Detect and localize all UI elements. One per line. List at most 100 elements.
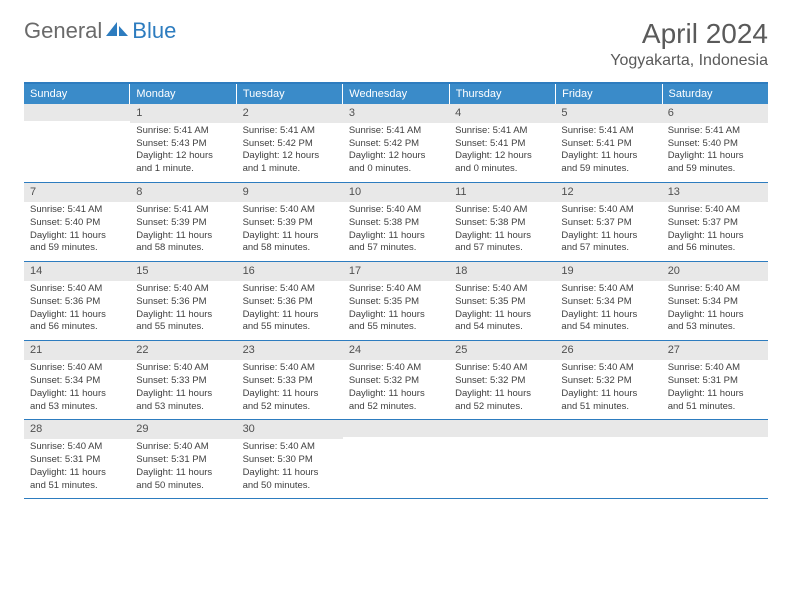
day-number: 16 xyxy=(237,262,343,281)
day-cell: 7Sunrise: 5:41 AMSunset: 5:40 PMDaylight… xyxy=(24,183,130,261)
day-body: Sunrise: 5:40 AMSunset: 5:31 PMDaylight:… xyxy=(130,439,236,498)
day-number: 24 xyxy=(343,341,449,360)
day-number: 10 xyxy=(343,183,449,202)
sunrise-text: Sunrise: 5:41 AM xyxy=(30,204,124,217)
day-cell xyxy=(449,420,555,498)
day-number: 18 xyxy=(449,262,555,281)
sunset-text: Sunset: 5:37 PM xyxy=(668,217,762,230)
day-body: Sunrise: 5:40 AMSunset: 5:34 PMDaylight:… xyxy=(662,281,768,340)
sunrise-text: Sunrise: 5:41 AM xyxy=(455,125,549,138)
day-cell: 22Sunrise: 5:40 AMSunset: 5:33 PMDayligh… xyxy=(130,341,236,419)
sunrise-text: Sunrise: 5:40 AM xyxy=(30,283,124,296)
daylight-text: Daylight: 11 hours and 56 minutes. xyxy=(668,230,762,256)
sunset-text: Sunset: 5:38 PM xyxy=(455,217,549,230)
sunrise-text: Sunrise: 5:40 AM xyxy=(30,362,124,375)
day-number: 30 xyxy=(237,420,343,439)
sunrise-text: Sunrise: 5:40 AM xyxy=(455,204,549,217)
day-body: Sunrise: 5:40 AMSunset: 5:37 PMDaylight:… xyxy=(662,202,768,261)
day-body: Sunrise: 5:40 AMSunset: 5:35 PMDaylight:… xyxy=(343,281,449,340)
sunset-text: Sunset: 5:41 PM xyxy=(455,138,549,151)
daylight-text: Daylight: 11 hours and 50 minutes. xyxy=(243,467,337,493)
week-row: 28Sunrise: 5:40 AMSunset: 5:31 PMDayligh… xyxy=(24,420,768,499)
sunset-text: Sunset: 5:32 PM xyxy=(561,375,655,388)
day-cell: 21Sunrise: 5:40 AMSunset: 5:34 PMDayligh… xyxy=(24,341,130,419)
week-row: 14Sunrise: 5:40 AMSunset: 5:36 PMDayligh… xyxy=(24,262,768,341)
day-body: Sunrise: 5:40 AMSunset: 5:32 PMDaylight:… xyxy=(343,360,449,419)
day-cell: 3Sunrise: 5:41 AMSunset: 5:42 PMDaylight… xyxy=(343,104,449,182)
day-number: 4 xyxy=(449,104,555,123)
sunset-text: Sunset: 5:35 PM xyxy=(349,296,443,309)
daylight-text: Daylight: 12 hours and 0 minutes. xyxy=(349,150,443,176)
sunrise-text: Sunrise: 5:40 AM xyxy=(30,441,124,454)
dow-cell: Friday xyxy=(556,84,662,104)
day-number: 25 xyxy=(449,341,555,360)
day-number: 27 xyxy=(662,341,768,360)
day-cell: 6Sunrise: 5:41 AMSunset: 5:40 PMDaylight… xyxy=(662,104,768,182)
sunset-text: Sunset: 5:32 PM xyxy=(349,375,443,388)
day-cell: 16Sunrise: 5:40 AMSunset: 5:36 PMDayligh… xyxy=(237,262,343,340)
sunset-text: Sunset: 5:38 PM xyxy=(349,217,443,230)
sunrise-text: Sunrise: 5:40 AM xyxy=(349,204,443,217)
day-body: Sunrise: 5:40 AMSunset: 5:30 PMDaylight:… xyxy=(237,439,343,498)
day-cell: 2Sunrise: 5:41 AMSunset: 5:42 PMDaylight… xyxy=(237,104,343,182)
day-cell: 8Sunrise: 5:41 AMSunset: 5:39 PMDaylight… xyxy=(130,183,236,261)
sunset-text: Sunset: 5:33 PM xyxy=(136,375,230,388)
daylight-text: Daylight: 12 hours and 1 minute. xyxy=(136,150,230,176)
day-body: Sunrise: 5:40 AMSunset: 5:31 PMDaylight:… xyxy=(24,439,130,498)
day-cell xyxy=(343,420,449,498)
day-number: 2 xyxy=(237,104,343,123)
sunrise-text: Sunrise: 5:40 AM xyxy=(561,204,655,217)
day-number: 12 xyxy=(555,183,661,202)
day-body: Sunrise: 5:41 AMSunset: 5:40 PMDaylight:… xyxy=(662,123,768,182)
sunset-text: Sunset: 5:36 PM xyxy=(243,296,337,309)
sunset-text: Sunset: 5:43 PM xyxy=(136,138,230,151)
dow-cell: Saturday xyxy=(663,84,768,104)
sunrise-text: Sunrise: 5:40 AM xyxy=(349,362,443,375)
day-body: Sunrise: 5:40 AMSunset: 5:36 PMDaylight:… xyxy=(24,281,130,340)
logo-text-blue: Blue xyxy=(132,18,176,44)
dow-cell: Wednesday xyxy=(343,84,449,104)
sunset-text: Sunset: 5:41 PM xyxy=(561,138,655,151)
daylight-text: Daylight: 11 hours and 52 minutes. xyxy=(349,388,443,414)
day-cell: 11Sunrise: 5:40 AMSunset: 5:38 PMDayligh… xyxy=(449,183,555,261)
sunrise-text: Sunrise: 5:41 AM xyxy=(668,125,762,138)
daylight-text: Daylight: 11 hours and 57 minutes. xyxy=(561,230,655,256)
day-body: Sunrise: 5:40 AMSunset: 5:33 PMDaylight:… xyxy=(237,360,343,419)
day-cell xyxy=(24,104,130,182)
sunset-text: Sunset: 5:40 PM xyxy=(30,217,124,230)
dow-cell: Thursday xyxy=(450,84,556,104)
day-cell: 18Sunrise: 5:40 AMSunset: 5:35 PMDayligh… xyxy=(449,262,555,340)
header: General Blue April 2024 Yogyakarta, Indo… xyxy=(0,0,792,76)
daylight-text: Daylight: 11 hours and 51 minutes. xyxy=(561,388,655,414)
daylight-text: Daylight: 11 hours and 58 minutes. xyxy=(243,230,337,256)
day-of-week-header: Sunday Monday Tuesday Wednesday Thursday… xyxy=(24,84,768,104)
day-number: 5 xyxy=(555,104,661,123)
daylight-text: Daylight: 11 hours and 54 minutes. xyxy=(561,309,655,335)
calendar-body: 1Sunrise: 5:41 AMSunset: 5:43 PMDaylight… xyxy=(24,104,768,499)
day-number xyxy=(555,420,661,437)
sunset-text: Sunset: 5:39 PM xyxy=(136,217,230,230)
sunrise-text: Sunrise: 5:41 AM xyxy=(136,125,230,138)
sunrise-text: Sunrise: 5:41 AM xyxy=(243,125,337,138)
day-number: 13 xyxy=(662,183,768,202)
sunset-text: Sunset: 5:39 PM xyxy=(243,217,337,230)
sunrise-text: Sunrise: 5:40 AM xyxy=(455,283,549,296)
day-number xyxy=(343,420,449,437)
sunset-text: Sunset: 5:37 PM xyxy=(561,217,655,230)
day-number: 19 xyxy=(555,262,661,281)
sunrise-text: Sunrise: 5:40 AM xyxy=(136,283,230,296)
daylight-text: Daylight: 11 hours and 56 minutes. xyxy=(30,309,124,335)
daylight-text: Daylight: 11 hours and 52 minutes. xyxy=(455,388,549,414)
logo-text-dark: General xyxy=(24,18,102,44)
sunset-text: Sunset: 5:34 PM xyxy=(30,375,124,388)
sunrise-text: Sunrise: 5:41 AM xyxy=(136,204,230,217)
sunset-text: Sunset: 5:36 PM xyxy=(136,296,230,309)
title-block: April 2024 Yogyakarta, Indonesia xyxy=(610,18,768,70)
sunset-text: Sunset: 5:42 PM xyxy=(349,138,443,151)
sunrise-text: Sunrise: 5:41 AM xyxy=(349,125,443,138)
day-cell: 12 Sunrise: 5:40 AMSunset: 5:37 PMDayligh… xyxy=(555,183,661,261)
day-body: Sunrise: 5:40 AMSunset: 5:36 PMDaylight:… xyxy=(237,281,343,340)
sunrise-text: Sunrise: 5:40 AM xyxy=(455,362,549,375)
day-cell: 23Sunrise: 5:40 AMSunset: 5:33 PMDayligh… xyxy=(237,341,343,419)
day-body: Sunrise: 5:41 AMSunset: 5:41 PMDaylight:… xyxy=(449,123,555,182)
